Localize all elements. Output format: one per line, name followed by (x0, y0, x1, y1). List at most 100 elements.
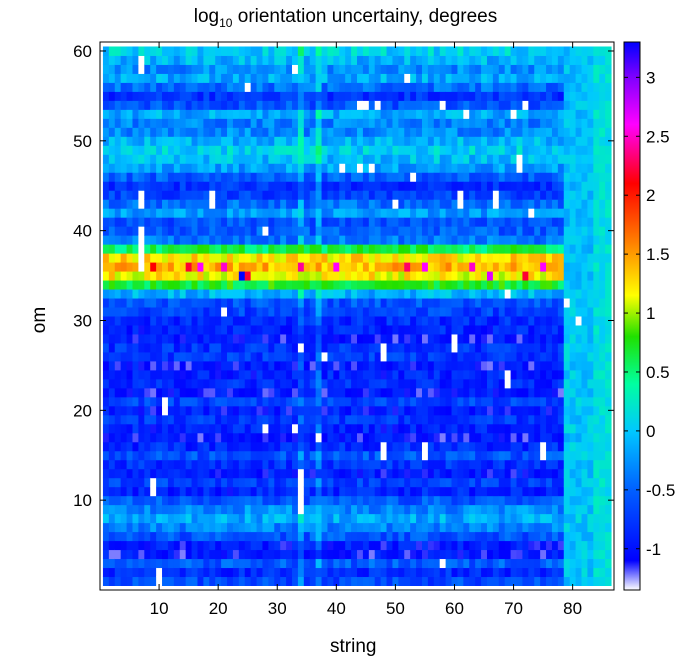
heatmap-cell (292, 253, 299, 263)
heatmap-cell (138, 486, 145, 497)
heatmap-cell (167, 549, 175, 560)
heatmap-cell (297, 163, 305, 173)
heatmap-cell (144, 477, 151, 488)
heatmap-cell (362, 100, 370, 110)
heatmap-cell (292, 82, 299, 92)
heatmap-cell (274, 432, 281, 443)
heatmap-cell (280, 333, 287, 344)
heatmap-cell (150, 217, 157, 227)
heatmap-cell (132, 549, 139, 560)
heatmap-cell (451, 549, 458, 560)
heatmap-cell (156, 91, 163, 101)
heatmap-cell (581, 495, 588, 506)
heatmap-cell (102, 369, 110, 380)
heatmap-cell (144, 154, 151, 164)
heatmap-cell (404, 567, 411, 578)
heatmap-cell (380, 360, 388, 371)
heatmap-cell (410, 154, 417, 164)
heatmap-cell (280, 235, 287, 245)
heatmap-cell (232, 298, 240, 308)
heatmap-cell (221, 55, 228, 65)
heatmap-cell (321, 351, 328, 362)
heatmap-cell (398, 154, 405, 164)
heatmap-cell (114, 127, 122, 137)
heatmap-cell (321, 504, 328, 515)
heatmap-cell (197, 432, 204, 443)
heatmap-cell (516, 181, 523, 191)
heatmap-cell (510, 253, 518, 263)
heatmap-cell (120, 351, 128, 362)
heatmap-cell (333, 307, 340, 317)
heatmap-cell (339, 387, 346, 398)
heatmap-cell (534, 316, 541, 326)
heatmap-cell (498, 154, 506, 164)
heatmap-cell (126, 324, 133, 335)
heatmap-cell (215, 172, 222, 182)
heatmap-cell (138, 46, 145, 56)
heatmap-cell (410, 100, 417, 110)
heatmap-cell (410, 226, 417, 236)
heatmap-cell (327, 360, 334, 371)
heatmap-cell (522, 504, 529, 515)
heatmap-cell (587, 513, 594, 524)
heatmap-cell (498, 369, 506, 380)
heatmap-cell (404, 522, 411, 533)
heatmap-cell (126, 549, 133, 560)
heatmap-cell (575, 414, 583, 425)
heatmap-cell (262, 46, 269, 56)
heatmap-cell (232, 477, 240, 488)
heatmap-cell (209, 100, 216, 110)
heatmap-cell (410, 298, 417, 308)
heatmap-cell (191, 396, 198, 407)
heatmap-cell (504, 298, 512, 308)
heatmap-cell (392, 405, 399, 416)
heatmap-cell (351, 441, 358, 452)
heatmap-cell (173, 217, 181, 227)
heatmap-cell (191, 423, 198, 434)
heatmap-cell (345, 351, 352, 362)
heatmap-cell (339, 540, 346, 551)
heatmap-cell (292, 46, 299, 56)
heatmap-cell (569, 333, 577, 344)
heatmap-cell (191, 477, 198, 488)
heatmap-cell (540, 217, 547, 227)
heatmap-cell (179, 253, 187, 263)
heatmap-cell (368, 154, 376, 164)
heatmap-cell (410, 441, 417, 452)
heatmap-cell (262, 172, 269, 182)
heatmap-cell (427, 127, 435, 137)
heatmap-cell (250, 369, 258, 380)
heatmap-cell (457, 423, 464, 434)
heatmap-cell (292, 495, 299, 506)
heatmap-cell (439, 549, 447, 560)
heatmap-cell (286, 405, 293, 416)
heatmap-cell (114, 531, 122, 542)
heatmap-cell (327, 298, 334, 308)
heatmap-cell (280, 289, 287, 299)
heatmap-cell (357, 208, 364, 218)
heatmap-cell (179, 441, 187, 452)
heatmap-cell (126, 118, 133, 128)
heatmap-cell (297, 172, 305, 182)
heatmap-cell (185, 351, 193, 362)
heatmap-cell (386, 271, 393, 281)
heatmap-cell (156, 64, 163, 74)
heatmap-cell (469, 513, 476, 524)
heatmap-cell (380, 46, 388, 56)
heatmap-cell (569, 316, 577, 326)
heatmap-cell (256, 450, 263, 461)
heatmap-cell (179, 540, 187, 551)
heatmap-cell (540, 109, 547, 119)
heatmap-cell (185, 513, 193, 524)
heatmap-cell (368, 441, 376, 452)
heatmap-cell (185, 145, 193, 155)
heatmap-cell (374, 387, 382, 398)
heatmap-cell (303, 432, 311, 443)
heatmap-cell (250, 513, 258, 524)
heatmap-cell (457, 181, 464, 191)
heatmap-cell (156, 316, 163, 326)
heatmap-cell (156, 369, 163, 380)
heatmap-cell (274, 271, 281, 281)
heatmap-cell (546, 459, 553, 470)
heatmap-cell (557, 136, 565, 146)
